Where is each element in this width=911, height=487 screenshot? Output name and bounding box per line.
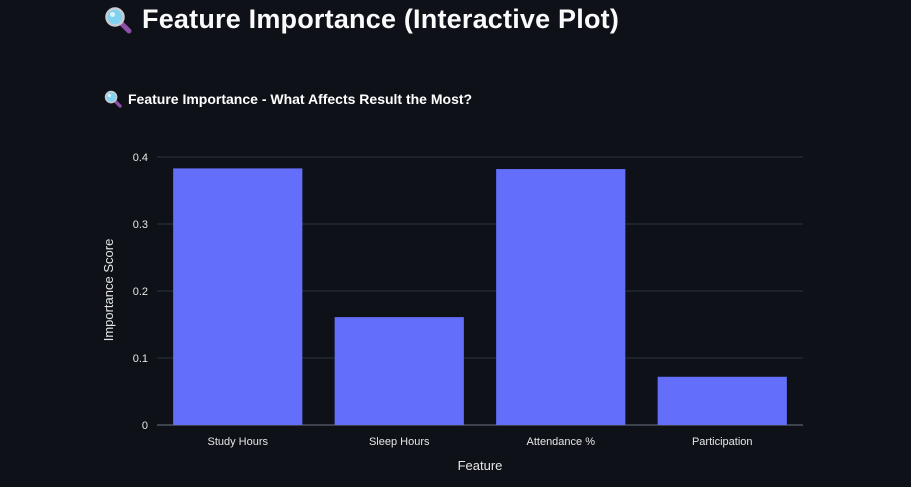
magnifier-icon — [105, 6, 132, 33]
y-tick-label: 0.2 — [133, 286, 148, 298]
chart-title: Feature Importance - What Affects Result… — [128, 91, 473, 107]
x-tick-label: Attendance % — [527, 436, 596, 448]
x-tick-labels: Study Hours Sleep Hours Attendance % Partic… — [207, 436, 752, 448]
y-axis-title: Importance Score — [101, 239, 116, 342]
x-axis-title: Feature — [458, 458, 503, 473]
bar-attendance[interactable] — [496, 169, 626, 425]
y-tick-label: 0.4 — [133, 152, 148, 164]
y-tick-labels: 0 0.1 0.2 0.3 0.4 — [133, 152, 148, 432]
x-tick-label: Participation — [692, 436, 753, 448]
bars — [173, 168, 787, 425]
x-tick-label: Study Hours — [207, 436, 268, 448]
bar-sleep-hours[interactable] — [334, 317, 464, 425]
chart-header: Feature Importance - What Affects Result… — [104, 90, 472, 108]
x-tick-label: Sleep Hours — [369, 436, 430, 448]
bar-participation[interactable] — [657, 376, 787, 425]
y-tick-label: 0 — [142, 420, 148, 432]
page-header: Feature Importance (Interactive Plot) — [104, 4, 619, 35]
magnifier-icon — [104, 90, 122, 108]
y-tick-label: 0.1 — [133, 353, 148, 365]
y-tick-label: 0.3 — [133, 219, 148, 231]
page-title: Feature Importance (Interactive Plot) — [142, 4, 620, 34]
bar-study-hours[interactable] — [173, 168, 303, 425]
